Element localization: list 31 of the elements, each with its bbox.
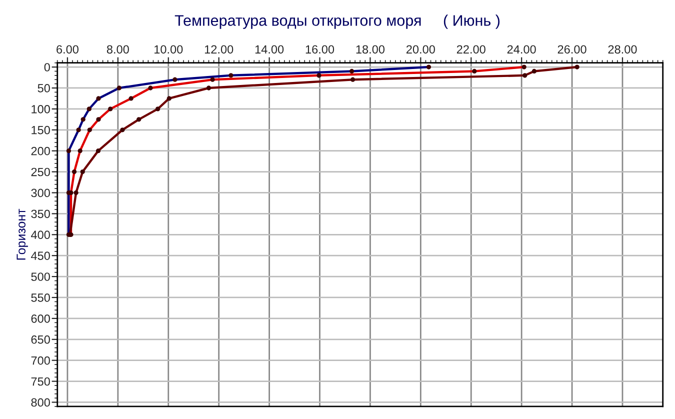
y-tick-label: 50	[38, 84, 50, 92]
y-tick-label: 650	[31, 335, 50, 344]
chart-title: Температура воды открытого моря ( Июнь )	[174, 14, 500, 29]
x-tick-label: 26.00	[558, 45, 586, 54]
y-tick-label: 0	[44, 63, 50, 72]
x-tick-label: 6.00	[56, 45, 78, 54]
y-tick-label: 750	[31, 377, 50, 386]
y-tick-label: 300	[31, 188, 50, 198]
x-tick-label: 20.00	[406, 45, 435, 54]
x-tick-label: 8.00	[106, 45, 129, 54]
y-tick-label: 800	[31, 398, 50, 407]
x-tick-label: 22.00	[456, 45, 486, 54]
x-tick-label: 28.00	[608, 45, 637, 54]
y-tick-label: 550	[31, 294, 50, 302]
x-tick-label: 24.00	[507, 45, 536, 54]
y-tick-label: 100	[32, 104, 50, 114]
y-tick-label: 350	[31, 210, 50, 218]
y-tick-label: 600	[31, 314, 50, 323]
x-tick-label: 18.00	[356, 45, 385, 54]
y-tick-label: 700	[31, 356, 50, 365]
x-tick-label: 16.00	[306, 45, 334, 54]
x-tick-label: 12.00	[204, 45, 234, 54]
x-tick-label: 14.00	[255, 45, 284, 54]
y-tick-label: 450	[31, 252, 50, 260]
y-tick-label: 500	[31, 272, 50, 281]
x-tick-label: 10.00	[154, 45, 183, 54]
y-tick-label: 200	[31, 146, 50, 156]
y-axis-title: Горизонт	[16, 208, 28, 260]
y-tick-label: 250	[31, 168, 50, 176]
y-tick-label: 400	[31, 230, 50, 240]
y-tick-label: 150	[32, 126, 50, 134]
